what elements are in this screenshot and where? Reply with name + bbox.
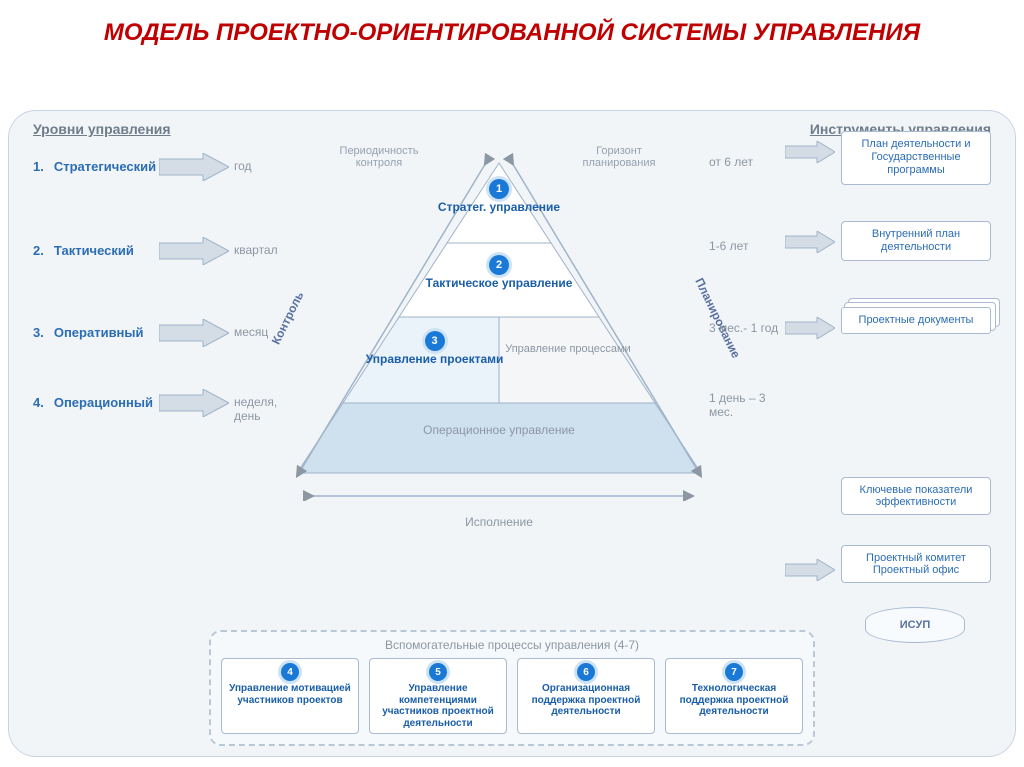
- pyramid-layer-4: Операционное управление: [349, 423, 649, 437]
- level-name: Оперативный: [54, 325, 144, 340]
- tool-arrow-icon: [785, 141, 835, 163]
- support-box-5: 5 Управление компетенциями участников про…: [369, 658, 507, 734]
- pyramid-layer-1: 1 Стратег. управление: [424, 179, 574, 215]
- level-arrow-icon: [159, 319, 229, 347]
- level-num: 4.: [33, 395, 44, 410]
- pyramid-layer-2-title: Тактическое управление: [426, 277, 573, 291]
- pyramid-bottom-label-text: Исполнение: [465, 515, 533, 529]
- level-name: Операционный: [54, 395, 153, 410]
- left-column-header: Уровни управления: [33, 121, 171, 137]
- aux-box-2: Проектный комитет Проектный офис: [841, 545, 991, 583]
- level-period: неделя, день: [234, 395, 294, 423]
- support-badge: 4: [281, 663, 299, 681]
- support-text: Управление компетенциями участников прое…: [374, 683, 502, 729]
- level-num: 2.: [33, 243, 44, 258]
- aux-box-1: Ключевые показатели эффективности: [841, 477, 991, 515]
- support-badge: 6: [577, 663, 595, 681]
- level-period: месяц: [234, 325, 294, 339]
- support-title: Вспомогательные процессы управления (4-7…: [221, 638, 803, 652]
- pyramid-badge-1: 1: [489, 179, 509, 199]
- support-text: Управление мотивацией участников проекто…: [226, 683, 354, 706]
- pyramid-badge-2: 2: [489, 255, 509, 275]
- level-horizon: 1 день – 3 мес.: [709, 391, 779, 419]
- pyramid-layer-1-title: Стратег. управление: [438, 201, 560, 215]
- pyramid-layer-4-title: Операционное управление: [423, 423, 575, 437]
- pyramid-layer-3-left-title: Управление проектами: [366, 353, 504, 367]
- tool-box-2: Внутренний план деятельности: [841, 221, 991, 261]
- pyramid-layer-2: 2 Тактическое управление: [389, 255, 609, 291]
- pyramid-badge-3: 3: [425, 331, 445, 351]
- level-arrow-icon: [159, 389, 229, 417]
- pyramid-bottom-label: Исполнение: [269, 515, 729, 529]
- tool-box-1: План деятельности и Государственные прог…: [841, 131, 991, 185]
- level-arrow-icon: [159, 237, 229, 265]
- support-box-6: 6 Организационная поддержка проектной дея…: [517, 658, 655, 734]
- support-text: Технологическая поддержка проектной деят…: [670, 683, 798, 718]
- level-name: Тактический: [54, 243, 134, 258]
- level-horizon: от 6 лет: [709, 155, 779, 169]
- support-processes: Вспомогательные процессы управления (4-7…: [209, 630, 815, 746]
- pyramid-layer-3-right-title: Управление процессами: [505, 343, 631, 355]
- level-row-1: 1. Стратегический: [33, 159, 156, 174]
- support-arrow-icon: [785, 559, 835, 581]
- pyramid: Периодичность контроля Горизонт планиров…: [269, 151, 729, 501]
- level-row-4: 4. Операционный: [33, 395, 153, 410]
- support-text: Организационная поддержка проектной деят…: [522, 683, 650, 718]
- isup-cylinder: ИСУП: [865, 607, 965, 643]
- page-title: МОДЕЛЬ ПРОЕКТНО-ОРИЕНТИРОВАННОЙ СИСТЕМЫ …: [0, 0, 1024, 56]
- level-name: Стратегический: [54, 159, 156, 174]
- support-badge: 5: [429, 663, 447, 681]
- support-badge: 7: [725, 663, 743, 681]
- level-period: квартал: [234, 243, 294, 257]
- level-arrow-icon: [159, 153, 229, 181]
- level-num: 1.: [33, 159, 44, 174]
- support-box-4: 4 Управление мотивацией участников проект…: [221, 658, 359, 734]
- tool-arrow-icon: [785, 317, 835, 339]
- diagram-frame: Уровни управления Инструменты управления…: [8, 110, 1016, 757]
- level-period: год: [234, 159, 294, 173]
- level-row-3: 3. Оперативный: [33, 325, 144, 340]
- pyramid-layer-3-left: 3 Управление проектами: [365, 331, 505, 367]
- tool-box-3: Проектные документы: [841, 307, 991, 334]
- level-row-2: 2. Тактический: [33, 243, 134, 258]
- pyramid-layer-3-right: Управление процессами: [498, 343, 638, 355]
- level-num: 3.: [33, 325, 44, 340]
- isup-cylinder-label: ИСУП: [900, 619, 930, 631]
- support-box-7: 7 Технологическая поддержка проектной дея…: [665, 658, 803, 734]
- tool-arrow-icon: [785, 231, 835, 253]
- level-horizon: 3 мес.- 1 год: [709, 321, 779, 335]
- level-horizon: 1-6 лет: [709, 239, 779, 253]
